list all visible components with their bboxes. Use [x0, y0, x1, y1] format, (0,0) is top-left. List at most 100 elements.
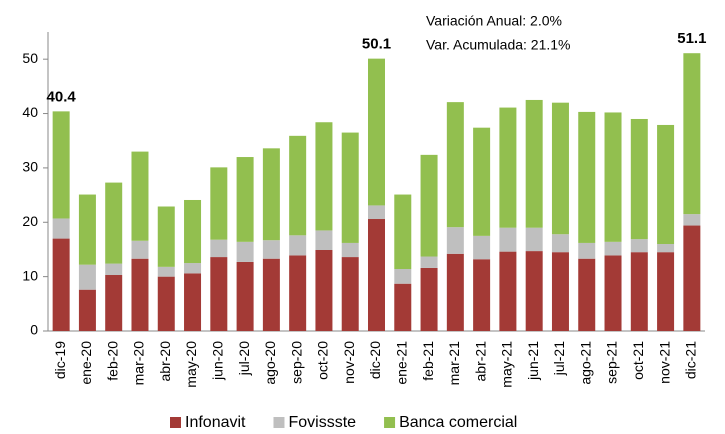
bar-segment: [210, 257, 228, 331]
bar-segment: [525, 251, 543, 331]
x-tick-label: nov-21: [656, 341, 672, 384]
bar-segment: [236, 261, 254, 331]
x-tick-label: jul-20: [236, 341, 252, 376]
legend-swatch: [384, 417, 396, 428]
bar-segment: [52, 111, 70, 219]
bar-segment: [368, 205, 385, 220]
y-tick-label: 30: [22, 159, 38, 175]
bar-segment: [657, 244, 675, 253]
y-tick-label: 50: [22, 50, 38, 66]
legend-label: Infonavit: [185, 414, 246, 431]
bar-segment: [315, 122, 333, 231]
bar-segment: [683, 214, 701, 226]
bar-segment: [315, 249, 333, 331]
bar-segment: [184, 263, 202, 274]
x-tick-label: ago-20: [262, 341, 278, 385]
bar-segment: [131, 258, 149, 331]
x-tick-label: nov-20: [341, 341, 357, 384]
x-tick-label: jul-21: [551, 341, 567, 376]
y-tick-label: 40: [22, 104, 38, 120]
bar-segment: [473, 235, 491, 260]
x-tick-label: may-21: [499, 341, 515, 388]
bar-segment: [78, 264, 96, 290]
x-tick-label: ago-21: [577, 341, 593, 385]
bar-segment: [683, 225, 701, 331]
bar-segment: [52, 238, 70, 331]
bar-segment: [473, 127, 491, 236]
x-tick-label: mar-21: [446, 341, 462, 386]
x-tick-label: abr-21: [472, 341, 488, 382]
bar-segment: [499, 251, 517, 331]
bar-segment: [131, 151, 149, 241]
x-tick-label: may-20: [183, 341, 199, 388]
bar-segment: [499, 107, 517, 228]
bar-segment: [105, 182, 123, 264]
bar-segment: [551, 234, 569, 253]
legend-swatch: [170, 417, 181, 428]
bar-segment: [551, 102, 569, 235]
x-tick-label: feb-20: [104, 341, 120, 381]
bar-segment: [289, 255, 307, 331]
bar-segment: [52, 218, 70, 239]
x-tick-label: sep-20: [288, 341, 304, 384]
bar-segment: [420, 267, 438, 331]
x-tick-label: oct-21: [630, 341, 646, 380]
bar-segment: [78, 289, 96, 331]
bar-segment: [630, 118, 648, 240]
x-tick-label: jun-21: [525, 341, 541, 381]
bar-segment: [420, 154, 438, 257]
bar-segment: [446, 253, 464, 331]
legend-label: Fovissste: [288, 414, 356, 431]
bar-segment: [394, 283, 412, 331]
bar-segment: [289, 235, 307, 256]
x-tick-label: jun-20: [210, 341, 226, 381]
data-label: 51.1: [677, 30, 706, 47]
bar-segment: [604, 112, 622, 242]
bar-segment: [446, 227, 464, 254]
legend-label: Banca comercial: [399, 414, 517, 431]
data-label: 40.4: [47, 88, 77, 105]
bar-segment: [604, 241, 622, 256]
bar-segment: [105, 275, 123, 331]
bar-segment: [105, 263, 123, 276]
bar-segment: [341, 132, 359, 243]
bar-segment: [236, 241, 254, 262]
y-tick-label: 10: [22, 267, 38, 283]
x-tick-label: mar-20: [131, 341, 147, 386]
x-tick-label: dic-19: [52, 341, 68, 379]
bar-segment: [630, 252, 648, 331]
bar-segment: [210, 167, 228, 240]
bar-segment: [157, 206, 175, 267]
bar-segment: [394, 194, 412, 270]
bar-segment: [131, 240, 149, 259]
bar-segment: [157, 266, 175, 277]
bar-segment: [184, 273, 202, 331]
bar-segment: [525, 227, 543, 252]
x-tick-label: ene-20: [78, 341, 94, 385]
bar-segment: [499, 227, 517, 252]
bar-segment: [78, 194, 96, 265]
bar-segment: [446, 102, 464, 228]
legend-swatch: [273, 417, 285, 428]
bar-segment: [657, 252, 675, 331]
bar-segment: [525, 99, 543, 228]
bar-segment: [184, 199, 202, 264]
bar-segment: [604, 255, 622, 331]
y-tick-label: 20: [22, 213, 38, 229]
y-tick-label: 0: [30, 322, 38, 338]
bar-segment: [210, 239, 228, 258]
x-tick-label: sep-21: [604, 341, 620, 384]
bar-segment: [368, 58, 385, 206]
x-tick-label: ene-21: [393, 341, 409, 385]
bar-segment: [473, 259, 491, 331]
bar-segment: [341, 242, 359, 258]
bar-segment: [262, 240, 280, 259]
bar-segment: [157, 276, 175, 331]
bar-segment: [262, 258, 280, 331]
bar-segment: [262, 148, 280, 241]
bar-segment: [368, 219, 385, 331]
bar-segment: [657, 124, 675, 245]
bar-segment: [683, 53, 701, 215]
annotation: Variación Anual: 2.0%: [426, 13, 562, 29]
